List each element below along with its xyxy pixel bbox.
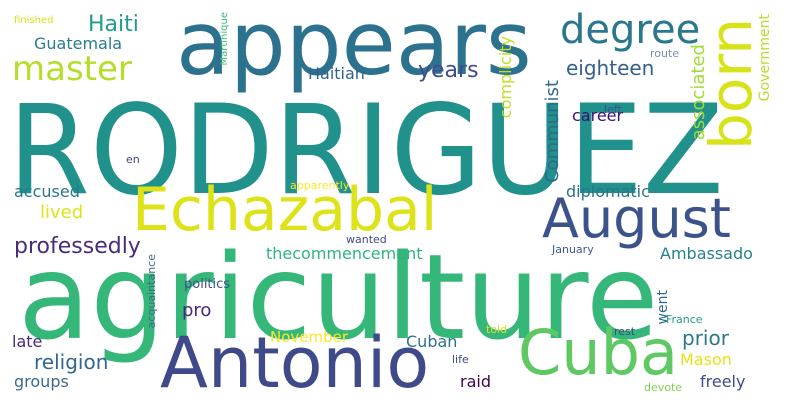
word-wanted: wanted [346, 233, 387, 246]
word-january: January [552, 243, 594, 256]
word-echazabal: Echazabal [132, 175, 438, 245]
word-groups: groups [14, 372, 69, 391]
word-haiti: Haiti [88, 12, 139, 37]
word-guatemala: Guatemala [34, 34, 123, 53]
word-master: master [12, 49, 132, 89]
word-martinique: Martinique [219, 12, 230, 66]
word-associated: associated [688, 44, 709, 141]
word-years: years [418, 58, 479, 83]
word-appears: appears [176, 0, 532, 95]
word-told: told [486, 323, 508, 336]
word-antonio: Antonio [160, 322, 430, 404]
word-degree: degree [560, 7, 701, 53]
word-haitian: Haitian [308, 64, 365, 83]
word-rest: rest [614, 325, 636, 338]
word-august: August [542, 187, 731, 250]
word-born: born [697, 18, 765, 150]
word-government: Government [757, 14, 773, 102]
word-complicity: complicity [496, 36, 515, 119]
word-november: November [270, 328, 349, 346]
word-ambassado: Ambassado [660, 244, 753, 263]
word-apparently: apparently [290, 179, 350, 192]
word-agriculture: agriculture [18, 228, 659, 366]
word-diplomatic: diplomatic [566, 182, 650, 201]
word-religion: religion [34, 350, 109, 374]
word-eighteen: eighteen [566, 56, 655, 80]
word-rodriguez: RODRIGUEZ [8, 77, 724, 223]
word-acquaintance: acquaintance [145, 254, 158, 329]
word-late: late [12, 332, 43, 351]
word-professedly: professedly [14, 234, 141, 259]
word-finished: finished [14, 15, 54, 26]
word-raid: raid [460, 372, 491, 391]
word-thecommencement: thecommencement [266, 244, 423, 263]
word-accused: accused [14, 182, 80, 201]
word-freely: freely [700, 372, 746, 391]
word-en: en [126, 153, 140, 166]
word-cuba: Cuba [518, 316, 678, 389]
word-left: left [604, 103, 622, 116]
word-devote: devote [644, 381, 683, 394]
word-prior: prior [682, 326, 729, 350]
word-communist: Communist [542, 80, 563, 183]
word-route: route [650, 47, 680, 60]
word-lived: lived [40, 202, 84, 223]
word-career: career [572, 106, 624, 125]
word-politics: politics [184, 277, 231, 292]
word-pro: pro [182, 300, 212, 321]
word-mason: Mason [680, 350, 732, 369]
word-cuban: Cuban [406, 332, 458, 351]
word-france: France [666, 313, 703, 326]
word-life: life [452, 353, 469, 366]
